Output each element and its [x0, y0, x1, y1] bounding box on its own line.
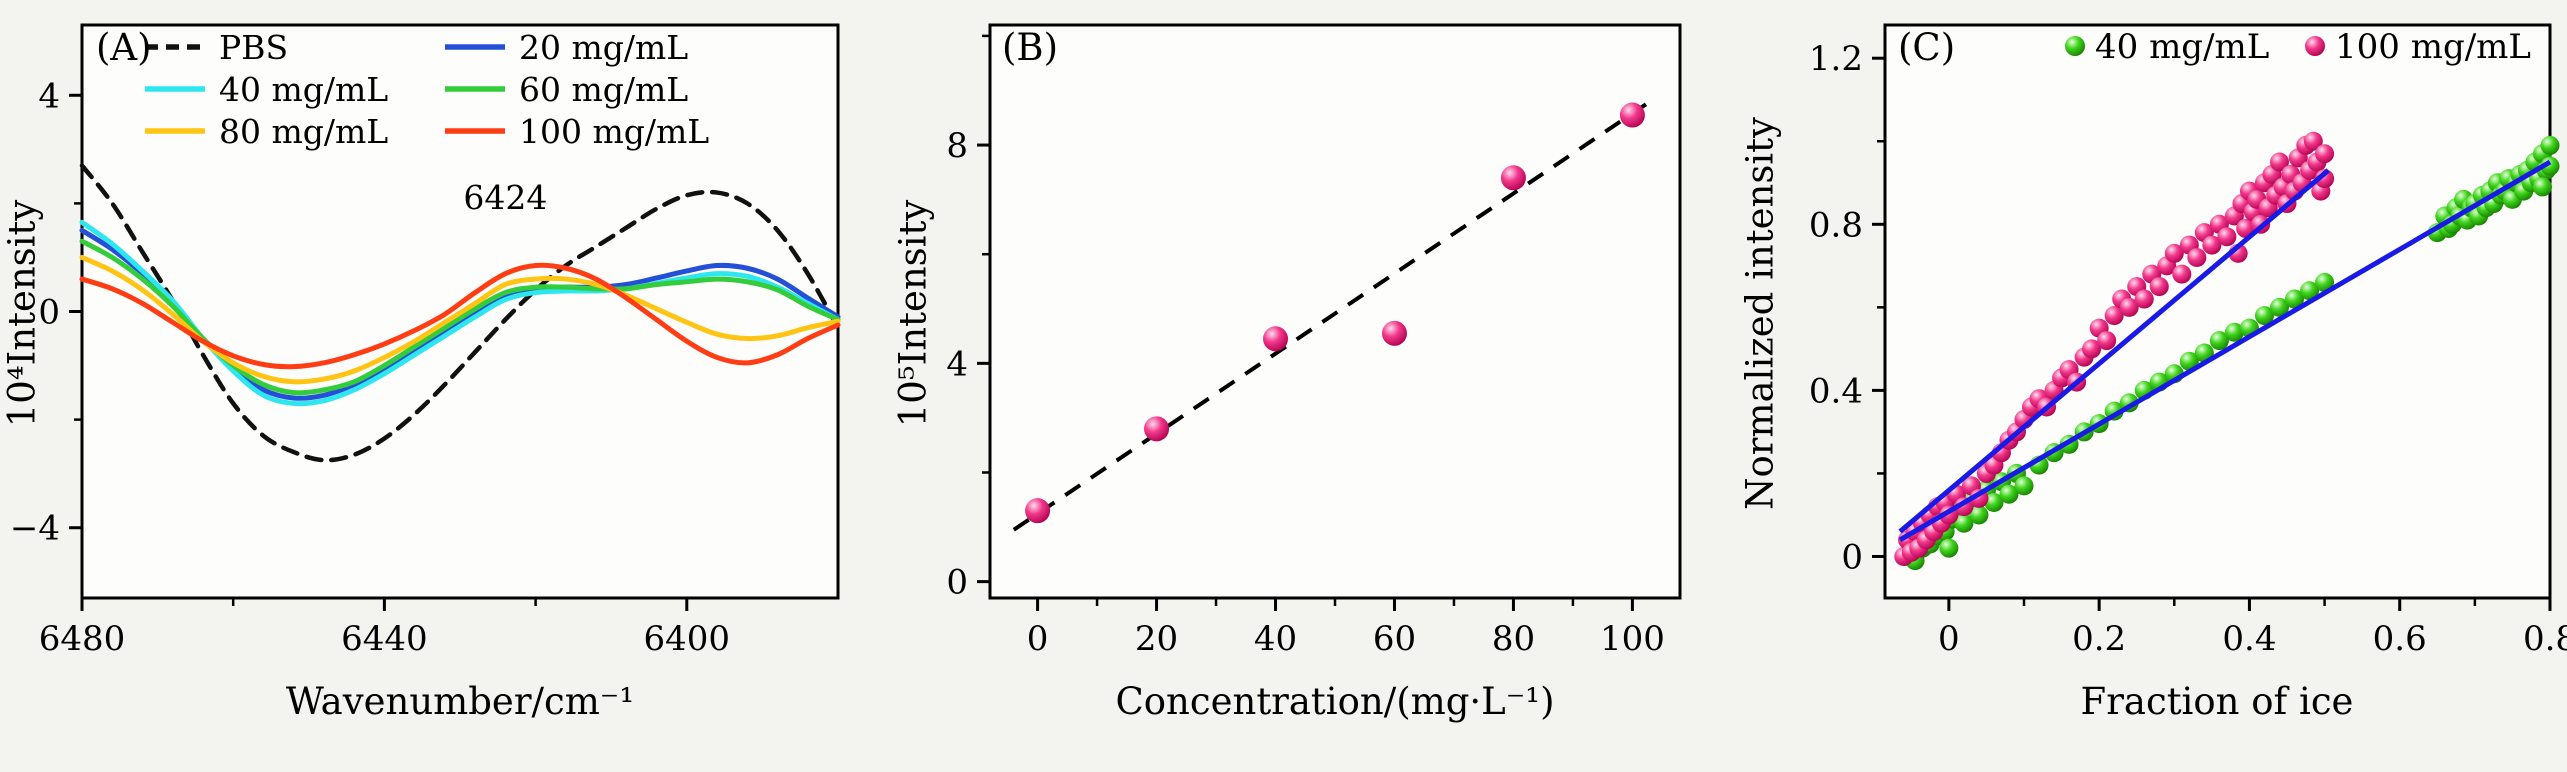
series-line-pbs	[79, 163, 841, 463]
data-point-100-mg-ml	[2315, 169, 2335, 189]
data-point-100-mg-ml	[2097, 331, 2117, 351]
data-point-100-mg-ml	[2187, 248, 2207, 268]
data-point-100-mg-ml	[2303, 131, 2323, 151]
x-tick-label: 0	[1027, 619, 1049, 659]
data-point-40-mg-ml	[1999, 484, 2019, 504]
x-tick-label: 6400	[644, 619, 731, 659]
x-tick-label: 60	[1373, 619, 1416, 659]
x-tick-label: 20	[1135, 619, 1178, 659]
x-tick-label: 40	[1254, 619, 1297, 659]
data-point-40-mg-ml	[2224, 322, 2244, 342]
data-point-100-mg-ml	[2217, 227, 2237, 247]
data-point-40-mg-ml	[1969, 505, 1989, 525]
fit-line	[1898, 159, 2552, 543]
data-point-40-mg-ml	[2300, 281, 2320, 301]
legend-label-100-mg-ml: 100 mg/mL	[519, 112, 709, 151]
x-tick-label: 100	[1600, 619, 1665, 659]
data-point-40-mg-ml	[2014, 476, 2034, 496]
data-point-100-mg-ml	[2104, 306, 2124, 326]
legend-label-60-mg-ml: 60 mg/mL	[519, 70, 688, 109]
y-tick-label: 1.2	[1809, 39, 1863, 79]
data-point	[1263, 326, 1289, 352]
x-tick-label: 6440	[341, 619, 428, 659]
x-tick-label: 6480	[39, 619, 126, 659]
legend-label-40-mg-ml: 40 mg/mL	[219, 70, 388, 109]
data-point-40-mg-ml	[2285, 289, 2305, 309]
panel-b-chart: 0 20 40 60 80 100 0 4 8	[946, 23, 1682, 659]
data-point-100-mg-ml	[2082, 339, 2102, 359]
y-tick-label: 8	[946, 126, 968, 166]
data-point-40-mg-ml	[2315, 272, 2335, 292]
peak-annotation: 6424	[463, 178, 547, 217]
data-point-40-mg-ml	[2209, 331, 2229, 351]
legend-label-20-mg-ml: 20 mg/mL	[519, 28, 688, 67]
x-tick-label: 0.8	[2523, 619, 2567, 659]
fit-line	[1898, 168, 2330, 534]
legend-label-100-mg-ml: 100 mg/mL	[2335, 27, 2531, 67]
data-point-100-mg-ml	[2202, 235, 2222, 255]
data-point-100-mg-ml	[2134, 289, 2154, 309]
legend-label-40-mg-ml: 40 mg/mL	[2095, 27, 2269, 67]
data-point-40-mg-ml	[2540, 135, 2560, 155]
y-tick-label: 4	[946, 344, 968, 384]
data-point	[1619, 102, 1645, 128]
data-point	[1025, 498, 1051, 524]
data-point-40-mg-ml	[2254, 306, 2274, 326]
x-tick-label: 80	[1492, 619, 1535, 659]
y-tick-label: 0	[946, 563, 968, 603]
data-point-100-mg-ml	[2269, 152, 2289, 172]
data-point	[1500, 165, 1526, 191]
data-point-100-mg-ml	[2315, 144, 2335, 164]
y-tick-label: 0	[38, 293, 60, 333]
data-point-100-mg-ml	[2119, 297, 2139, 317]
data-point-40-mg-ml	[2269, 297, 2289, 317]
y-tick-label: 4	[38, 76, 60, 116]
data-point-40-mg-ml	[2540, 156, 2560, 176]
legend-label-pbs: PBS	[219, 28, 288, 67]
x-tick-label: 0.6	[2373, 619, 2427, 659]
y-tick-label: 0.4	[1809, 371, 1863, 411]
legend-marker-40-mg-ml	[2065, 36, 2085, 56]
data-point	[1381, 320, 1407, 346]
panel-c-chart: 0 0.2 0.4 0.6 0.8 0 0.4 0.8 1.2 40 mg/mL 100 mg/mL	[1809, 23, 2567, 659]
y-tick-label: −4	[10, 509, 60, 549]
data-point-40-mg-ml	[1954, 513, 1974, 533]
data-point-100-mg-ml	[2172, 264, 2192, 284]
y-tick-label: 0.8	[1809, 205, 1863, 245]
data-point-40-mg-ml	[1939, 538, 1959, 558]
data-point-40-mg-ml	[2532, 177, 2552, 197]
legend-marker-100-mg-ml	[2305, 36, 2325, 56]
fit-line	[1012, 99, 1652, 532]
series-line-100-mg-ml	[79, 262, 841, 370]
data-point-100-mg-ml	[2164, 243, 2184, 263]
x-tick-label: 0.4	[2222, 619, 2276, 659]
x-tick-label: 0.2	[2072, 619, 2126, 659]
data-point	[1144, 416, 1170, 442]
y-tick-label: 0	[1841, 537, 1863, 577]
x-tick-label: 0	[1938, 619, 1960, 659]
legend-label-80-mg-ml: 80 mg/mL	[219, 112, 388, 151]
data-point-100-mg-ml	[2149, 277, 2169, 297]
data-point-40-mg-ml	[1984, 493, 2004, 512]
